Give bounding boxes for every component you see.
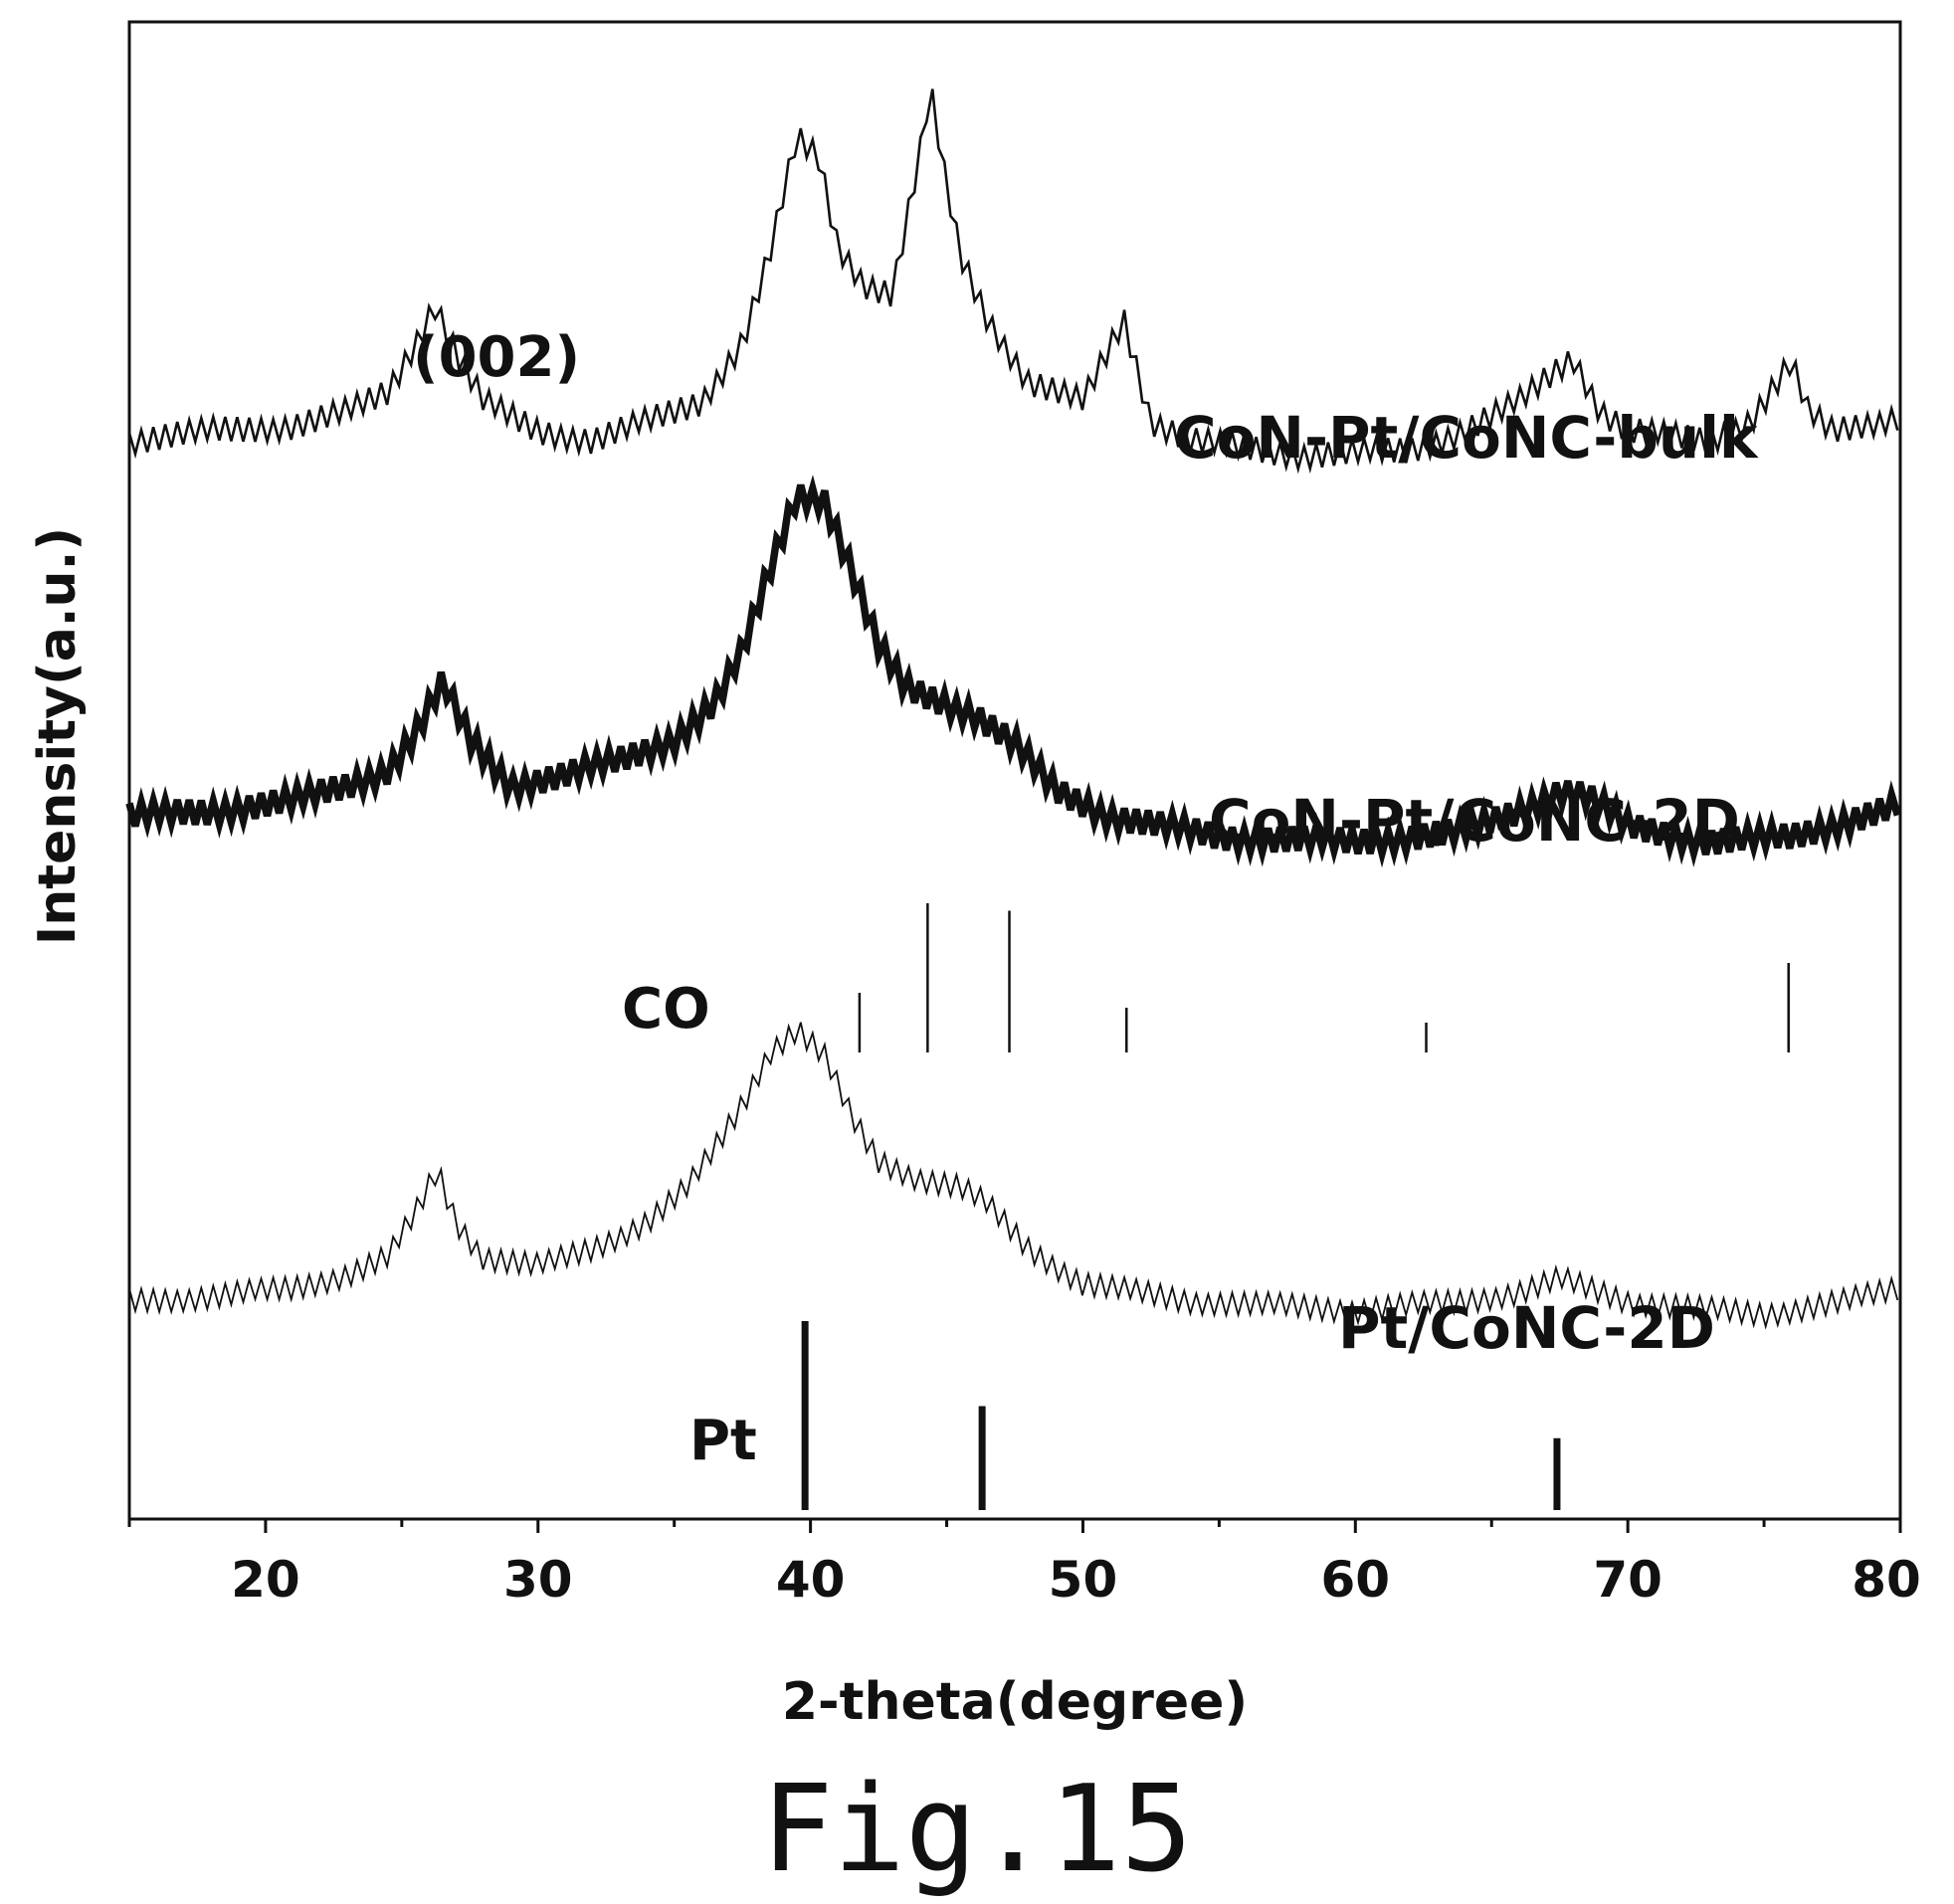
x-tick-label: 50	[1049, 1551, 1118, 1609]
y-axis-title: Intensity(a.u.)	[28, 527, 88, 945]
series-line-2	[128, 1022, 1899, 1330]
figure-caption: Fig.15	[761, 1761, 1192, 1899]
series-line-0	[127, 89, 1899, 475]
series-label-bulk: CoN-Pt/CoNC-bulk	[1174, 404, 1759, 472]
x-tick-label: 40	[776, 1551, 846, 1609]
x-tick-label: 20	[231, 1551, 300, 1609]
series-label-pt-conc-2d: Pt/CoNC-2D	[1338, 1294, 1715, 1362]
ref-label-co: CO	[622, 977, 710, 1042]
peak-annotation-002: (002)	[413, 325, 580, 390]
series-layer	[125, 89, 1901, 1330]
x-tick-label: 80	[1852, 1551, 1921, 1609]
reference-patterns	[801, 903, 1790, 1510]
x-axis-ticks: 20 30 40 50 60 70 80	[127, 1519, 1921, 1609]
series-label-conc-2d: CoN-Pt/CoNC-2D	[1209, 787, 1740, 855]
x-tick-label: 70	[1593, 1551, 1662, 1609]
series-line-1	[125, 475, 1901, 868]
x-axis-title: 2-theta(degree)	[782, 1672, 1248, 1732]
x-tick-label: 60	[1321, 1551, 1391, 1609]
ref-label-pt: Pt	[689, 1409, 757, 1473]
plot-frame	[127, 20, 1902, 1521]
x-tick-label: 30	[503, 1551, 573, 1609]
